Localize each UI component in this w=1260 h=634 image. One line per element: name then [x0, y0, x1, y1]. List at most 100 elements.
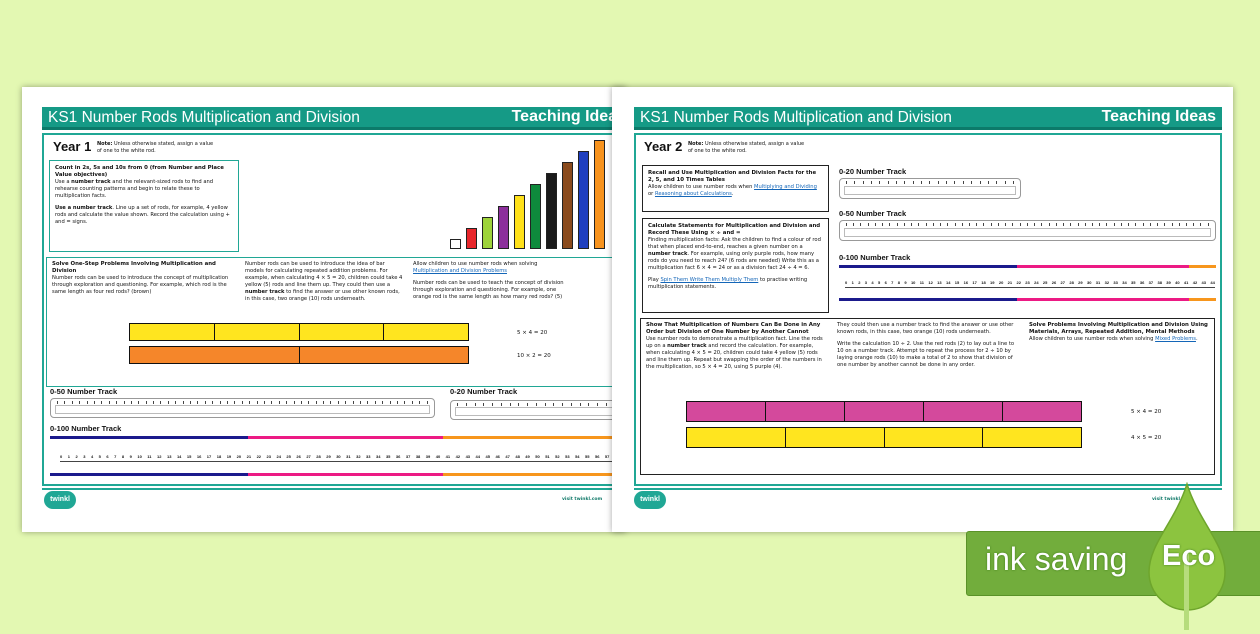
- track-number: 15: [186, 454, 192, 459]
- footer-line: [634, 488, 1222, 490]
- equation: 5 × 4 = 20: [517, 330, 548, 336]
- tick: [862, 181, 864, 184]
- track-number: 18: [216, 454, 222, 459]
- track-number: 35: [385, 454, 391, 459]
- t: Allow children to use number rods when s…: [1029, 336, 1156, 342]
- content-frame: [634, 133, 1222, 486]
- tick: [871, 181, 873, 184]
- tick: [597, 403, 598, 406]
- track-number: 28: [1069, 280, 1074, 285]
- track-number: 26: [296, 454, 301, 459]
- tick: [937, 181, 939, 184]
- tick: [946, 181, 948, 184]
- link-mixed-problems[interactable]: Mixed Problems: [1155, 336, 1196, 342]
- note-text: Unless otherwise stated, assign a value …: [97, 141, 214, 154]
- track-number: 7: [114, 454, 117, 459]
- tick: [323, 401, 325, 404]
- tick: [1026, 223, 1028, 226]
- tick: [300, 401, 302, 404]
- tick: [138, 401, 140, 404]
- number-track-0-50: [50, 398, 435, 418]
- track-number: 41: [1183, 280, 1189, 285]
- tick: [182, 401, 184, 404]
- rod-2: [466, 228, 477, 249]
- track-number: 22: [256, 454, 262, 459]
- track-number: 54: [575, 454, 580, 459]
- track-number: 12: [157, 454, 162, 459]
- track-number: 20: [236, 454, 242, 459]
- twinkl-logo: twinkl: [634, 491, 666, 509]
- tick: [130, 401, 132, 404]
- tick: [854, 181, 856, 184]
- tick: [1178, 223, 1180, 226]
- year-heading: Year 2: [644, 139, 683, 154]
- link-reasoning-calculations[interactable]: Reasoning about Calculations: [654, 191, 732, 197]
- t: . For example, using only purple rods, h…: [648, 251, 819, 271]
- track-number: 47: [505, 454, 510, 459]
- tick: [1186, 223, 1188, 226]
- tick: [79, 401, 81, 404]
- rod-1: [450, 239, 461, 249]
- link-multiplication-division-problems[interactable]: Multiplication and Division Problems: [413, 268, 507, 274]
- track-number: 6: [884, 280, 887, 285]
- tick: [579, 403, 581, 406]
- t: Number rods can be used to teach the con…: [413, 280, 564, 300]
- track-number: 39: [1166, 280, 1171, 285]
- link-spin-them[interactable]: Spin Them Write Them Multiply Them: [660, 277, 759, 283]
- t: Use a: [55, 179, 72, 185]
- link-multiplying-dividing[interactable]: Multiplying and Dividing: [754, 184, 817, 190]
- track-number: 4: [871, 280, 874, 285]
- tick: [860, 223, 862, 226]
- visit-link[interactable]: visit twinkl.com: [1152, 497, 1193, 502]
- track-number: 24: [276, 454, 281, 459]
- tick: [605, 403, 607, 406]
- tick: [367, 401, 369, 404]
- tick: [1091, 223, 1093, 226]
- solve-box: Solve One-Step Problems Involving Multip…: [46, 257, 626, 387]
- tick: [846, 223, 847, 226]
- tick: [887, 181, 889, 184]
- track-number: 40: [435, 454, 441, 459]
- visit-link[interactable]: visit twinkl.com: [562, 497, 603, 502]
- tick: [954, 223, 956, 226]
- tick: [996, 181, 998, 184]
- track-number: 5: [98, 454, 101, 459]
- tick: [465, 403, 467, 406]
- tick: [535, 403, 537, 406]
- track-number: 8: [121, 454, 125, 459]
- rod-7: [546, 173, 557, 249]
- track-number: 46: [495, 454, 500, 459]
- tick: [419, 401, 421, 404]
- track-number: 0: [845, 280, 848, 285]
- tick: [286, 401, 288, 404]
- tick: [940, 223, 942, 226]
- track-label: 0-50 Number Track: [50, 387, 118, 396]
- tick: [918, 223, 920, 226]
- rod-3: [482, 217, 493, 249]
- recall-box: Recall and Use Multiplication and Divisi…: [642, 165, 829, 212]
- track-number: 31: [1095, 280, 1101, 285]
- rod-staircase: [450, 140, 610, 249]
- track-number: 10: [910, 280, 916, 285]
- t: number track: [245, 289, 285, 295]
- tick: [1012, 223, 1014, 226]
- t: Use number rods to demonstrate a multipl…: [646, 336, 823, 349]
- track-number: 4: [90, 454, 94, 459]
- tick: [145, 401, 147, 404]
- t: . Line up a set of rods, for example, 4 …: [55, 205, 230, 225]
- tick: [241, 401, 243, 404]
- tick: [382, 401, 384, 404]
- tick: [1149, 223, 1151, 226]
- track-number: 37: [405, 454, 411, 459]
- count-box: Count in 2s, 5s and 10s from 0 (from Num…: [49, 160, 239, 252]
- tick: [426, 401, 428, 404]
- track-number: 7: [891, 280, 894, 285]
- track-number: 36: [1139, 280, 1145, 285]
- eco-label: Eco: [1162, 540, 1216, 572]
- track-number: 5: [877, 280, 881, 285]
- track-number: 25: [286, 454, 291, 459]
- track-number: 11: [919, 280, 924, 285]
- track-number: 43: [465, 454, 471, 459]
- tick: [219, 401, 221, 404]
- tick: [116, 401, 118, 404]
